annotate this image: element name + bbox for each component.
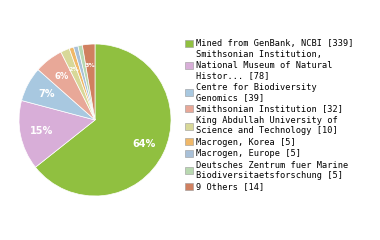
Wedge shape: [69, 47, 95, 120]
Text: 6%: 6%: [54, 72, 69, 81]
Wedge shape: [61, 48, 95, 120]
Text: 3%: 3%: [85, 63, 96, 68]
Wedge shape: [22, 70, 95, 120]
Wedge shape: [82, 44, 95, 120]
Text: 64%: 64%: [133, 139, 156, 149]
Text: 7%: 7%: [38, 89, 55, 99]
Wedge shape: [78, 45, 95, 120]
Wedge shape: [19, 101, 95, 167]
Wedge shape: [35, 44, 171, 196]
Wedge shape: [74, 46, 95, 120]
Wedge shape: [38, 52, 95, 120]
Legend: Mined from GenBank, NCBI [339], Smithsonian Institution,
National Museum of Natu: Mined from GenBank, NCBI [339], Smithson…: [185, 39, 353, 191]
Text: 2%: 2%: [68, 67, 79, 72]
Text: 15%: 15%: [30, 126, 53, 136]
